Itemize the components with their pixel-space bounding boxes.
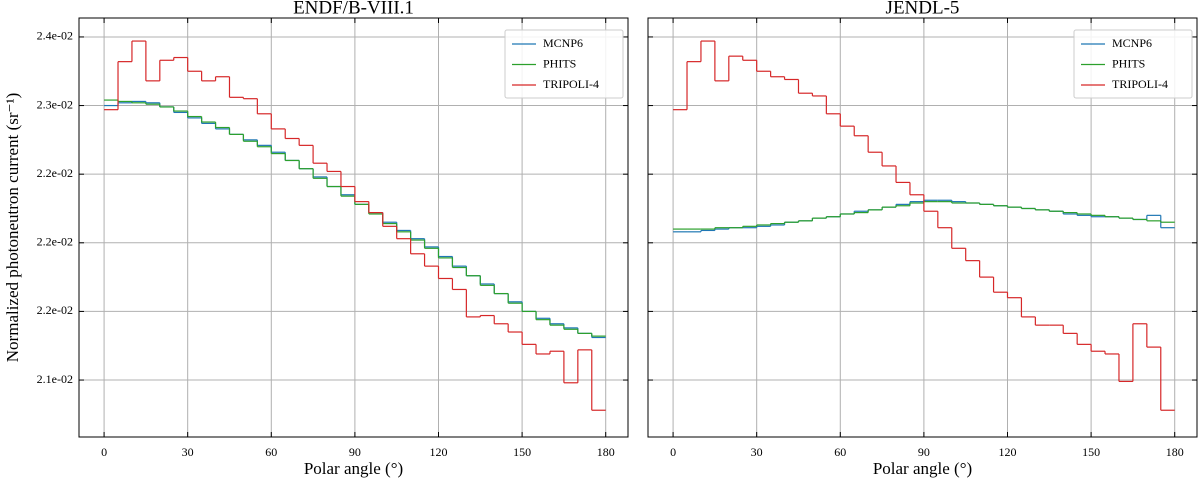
legend-label: TRIPOLI-4 xyxy=(543,77,599,91)
legend-label: MCNP6 xyxy=(543,36,583,50)
x-tick-label: 60 xyxy=(834,445,846,459)
x-tick-label: 180 xyxy=(1166,445,1184,459)
legend-label: PHITS xyxy=(1112,56,1145,70)
legend-label: PHITS xyxy=(543,56,576,70)
y-tick-label: 2.4e-02 xyxy=(37,29,73,43)
x-axis-label: Polar angle (°) xyxy=(304,459,403,478)
y-tick-label: 2.2e-02 xyxy=(37,235,73,249)
x-tick-label: 90 xyxy=(349,445,361,459)
plot-frame xyxy=(78,17,629,438)
x-tick-label: 120 xyxy=(429,445,447,459)
x-tick-label: 90 xyxy=(918,445,930,459)
x-axis-label: Polar angle (°) xyxy=(873,459,972,478)
y-tick-label: 2.1e-02 xyxy=(37,372,73,386)
plot-frame xyxy=(647,17,1198,438)
chart-title: ENDF/B-VIII.1 xyxy=(293,0,414,18)
y-tick-label: 2.3e-02 xyxy=(37,97,73,111)
x-tick-label: 0 xyxy=(101,445,107,459)
x-tick-label: 180 xyxy=(597,445,615,459)
x-tick-label: 60 xyxy=(265,445,277,459)
y-axis-label: Normalized photoneutron current (sr⁻¹) xyxy=(3,93,22,362)
y-tick-label: 2.2e-02 xyxy=(37,303,73,317)
y-tick-label: 2.2e-02 xyxy=(37,166,73,180)
x-tick-label: 30 xyxy=(751,445,763,459)
x-tick-label: 120 xyxy=(998,445,1016,459)
chart-title: JENDL-5 xyxy=(886,0,960,18)
legend-label: TRIPOLI-4 xyxy=(1112,77,1168,91)
x-tick-label: 30 xyxy=(182,445,194,459)
x-tick-label: 150 xyxy=(1082,445,1100,459)
legend-box xyxy=(504,29,624,99)
legend-box xyxy=(1073,29,1193,99)
legend-label: MCNP6 xyxy=(1112,36,1152,50)
x-tick-label: 150 xyxy=(513,445,531,459)
x-tick-label: 0 xyxy=(670,445,676,459)
